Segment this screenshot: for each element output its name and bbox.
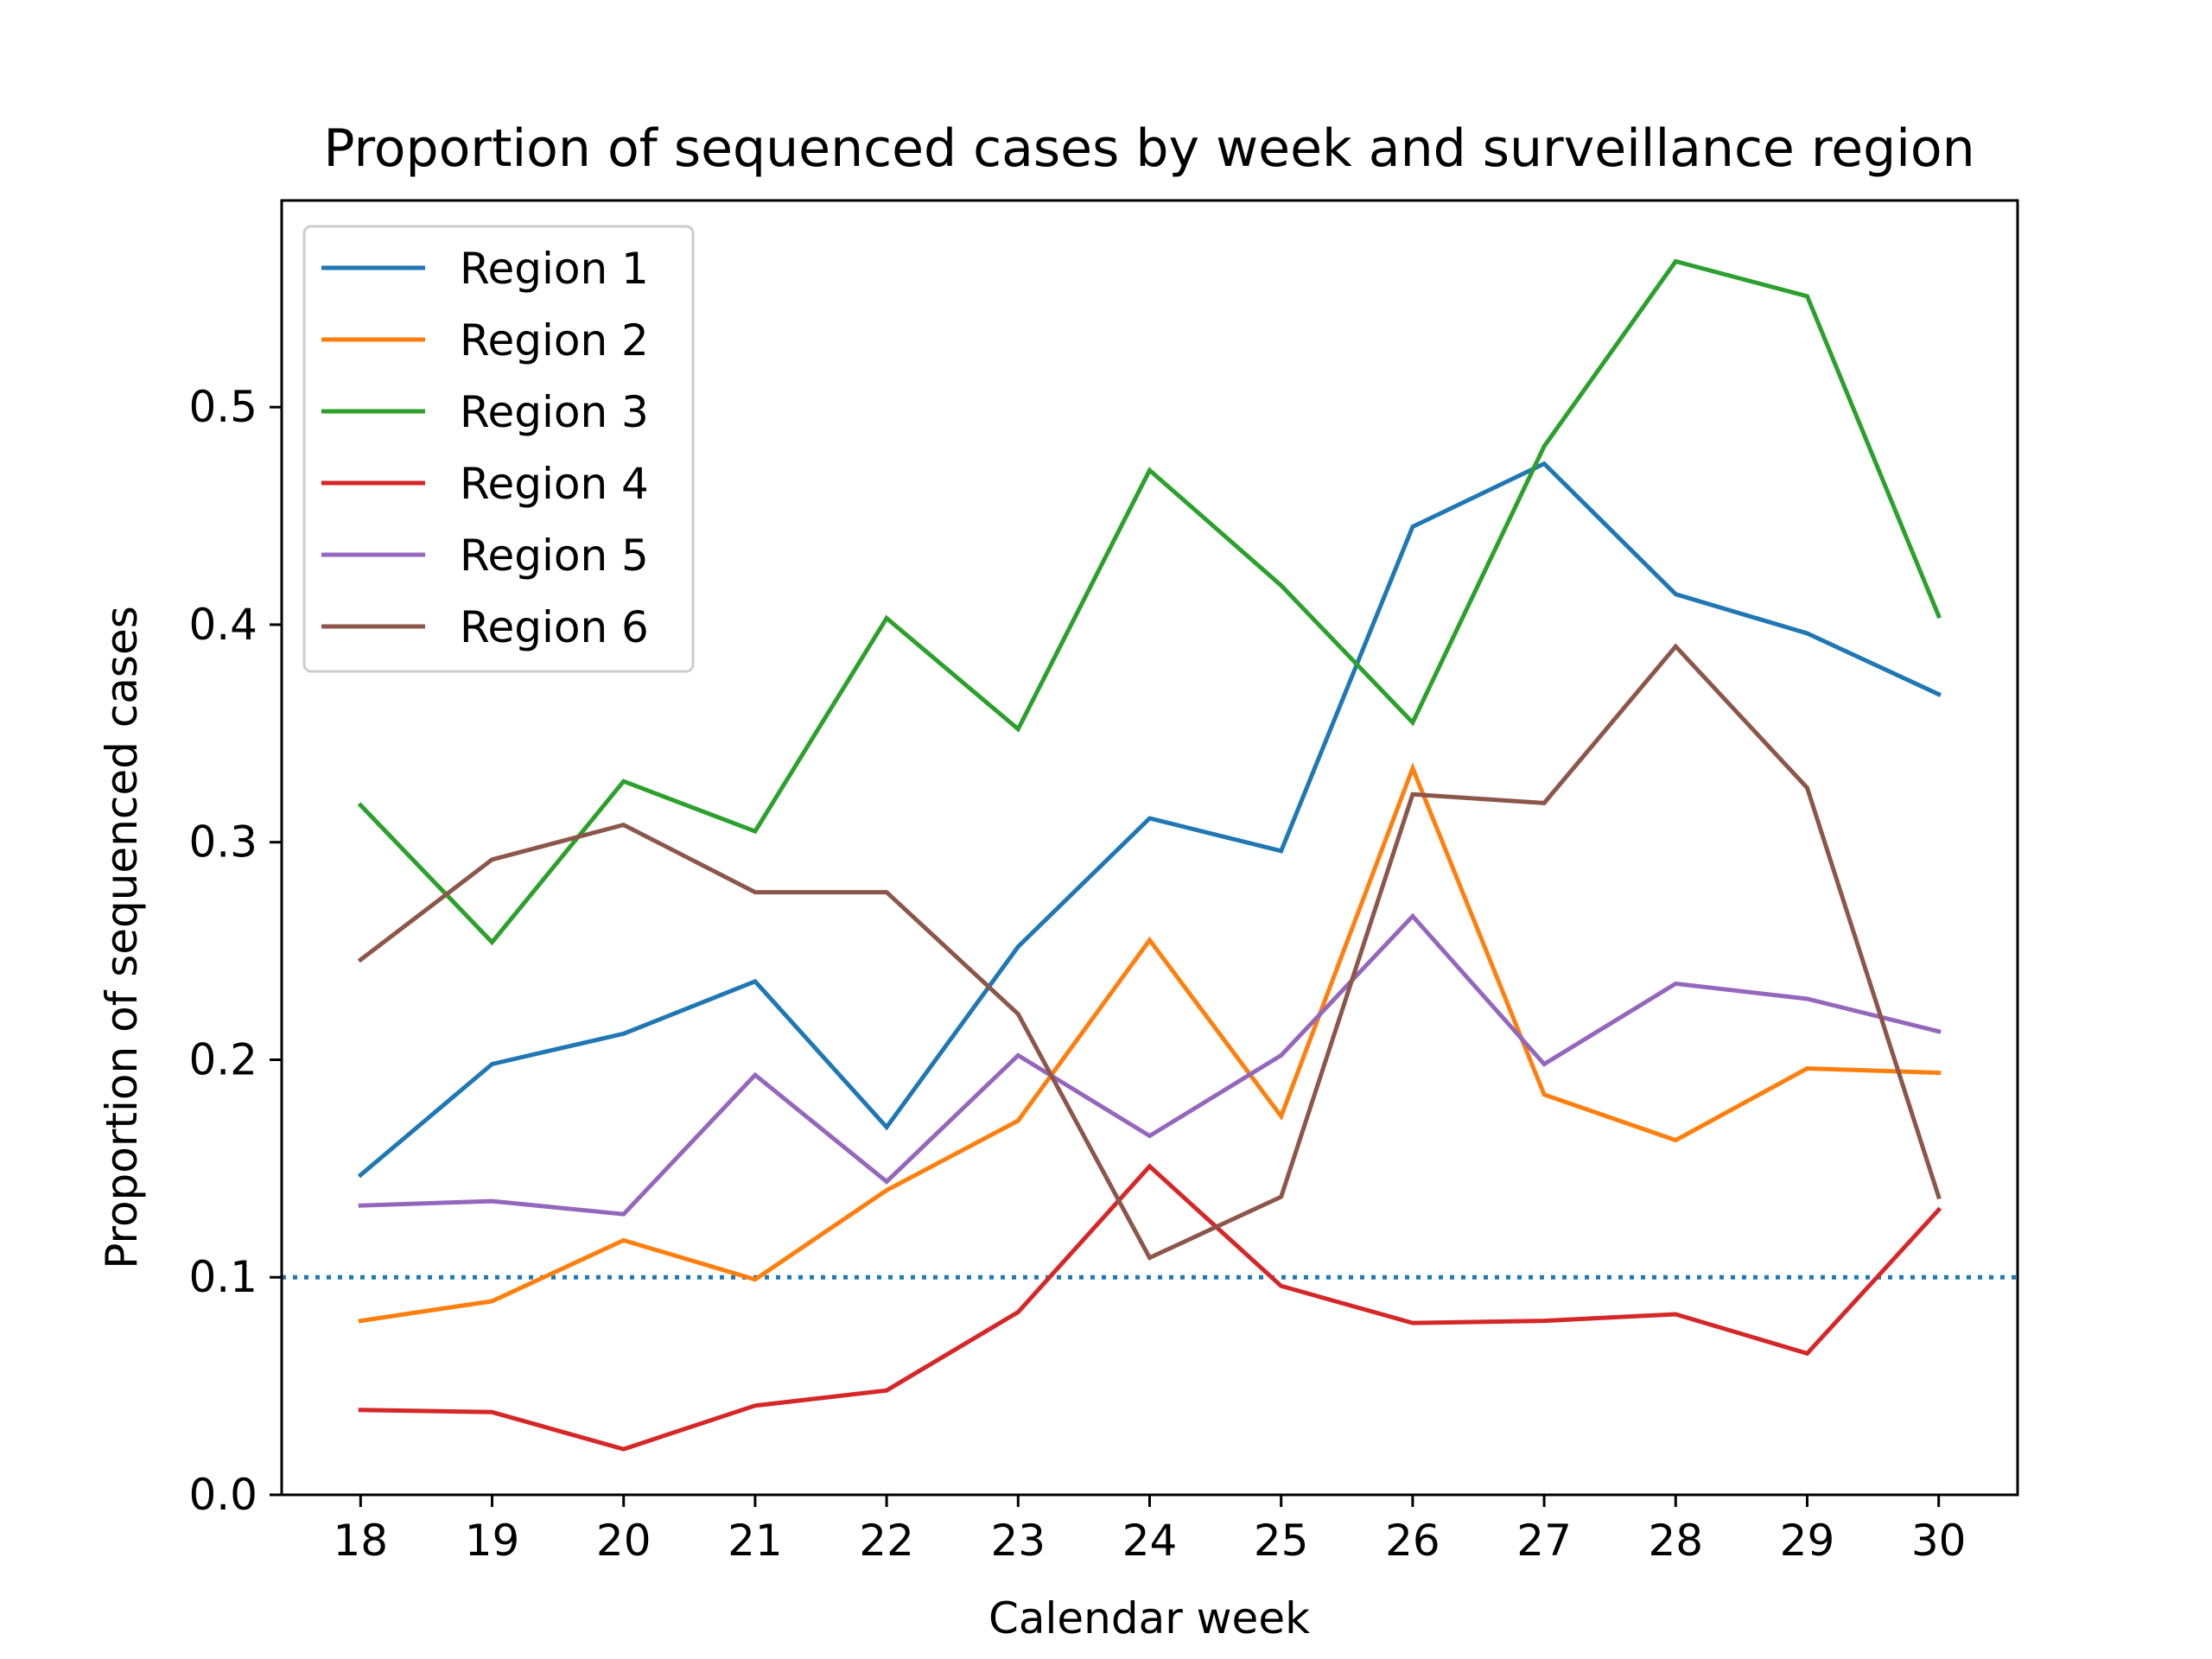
legend: Region 1 Region 2 Region 3 Region 4 Region 5… — [302, 225, 695, 673]
y-tick-label: 0.4 — [188, 600, 257, 650]
legend-label: Region 5 — [460, 531, 649, 581]
x-tick-label: 20 — [596, 1516, 652, 1566]
y-tick-label: 0.1 — [188, 1252, 257, 1302]
x-tick-label: 26 — [1385, 1516, 1440, 1566]
chart-title: Proportion of sequenced cases by week an… — [323, 118, 1974, 179]
x-tick-label: 22 — [859, 1516, 914, 1566]
legend-label: Region 6 — [460, 602, 649, 652]
series-line-region-6 — [357, 643, 1942, 1261]
x-tick-label: 29 — [1780, 1516, 1835, 1566]
x-axis-label: Calendar week — [988, 1593, 1310, 1643]
series-line-region-2 — [358, 762, 1942, 1324]
series-line-region-1 — [357, 461, 1942, 1179]
x-tick-label: 27 — [1516, 1516, 1572, 1566]
x-tick-label: 25 — [1254, 1516, 1309, 1566]
series-line-region-5 — [358, 912, 1942, 1217]
x-tick-label: 23 — [990, 1516, 1046, 1566]
axes-frame — [280, 199, 2019, 1497]
series-line-region-3 — [357, 258, 1942, 946]
y-tick-label: 0.2 — [188, 1034, 257, 1084]
y-axis-label: Proportion of sequenced cases — [97, 606, 147, 1269]
x-tick-label: 21 — [728, 1516, 783, 1566]
plot-area: 18 19 20 21 22 23 24 25 26 27 28 29 30 0.0 0.1 0.2 0.3 0.… — [188, 199, 2019, 1566]
legend-label: Region 1 — [460, 244, 649, 294]
legend-label: Region 2 — [460, 315, 649, 365]
series-line-region-4 — [358, 1163, 1942, 1452]
y-tick-label: 0.5 — [188, 382, 257, 432]
legend-label: Region 4 — [460, 459, 649, 509]
y-tick-label: 0.0 — [188, 1470, 257, 1520]
x-tick-label: 24 — [1122, 1516, 1178, 1566]
x-tick-label: 19 — [465, 1516, 520, 1566]
x-tick-label: 30 — [1911, 1516, 1967, 1566]
y-tick-label: 0.3 — [188, 817, 257, 868]
x-tick-label: 28 — [1648, 1516, 1703, 1566]
x-tick-label: 18 — [334, 1516, 389, 1566]
legend-label: Region 3 — [460, 387, 649, 437]
